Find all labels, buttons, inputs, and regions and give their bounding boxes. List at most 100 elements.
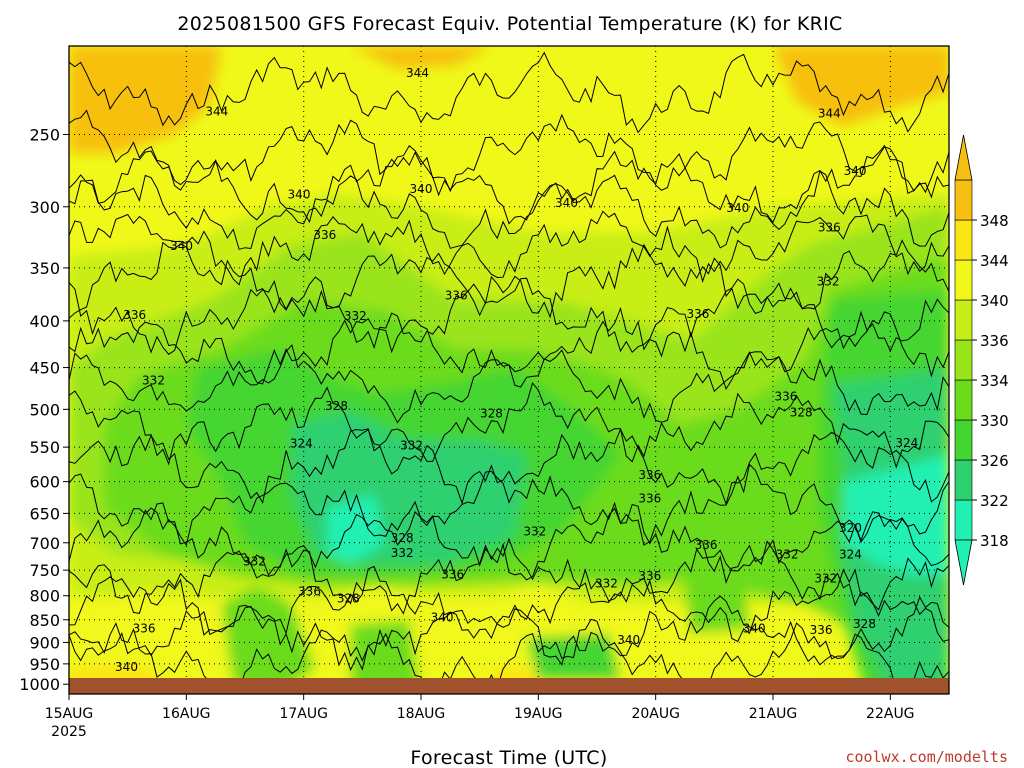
contour-label: 320 — [839, 521, 862, 535]
field-region — [773, 46, 949, 127]
x-axis-title: Forecast Time (UTC) — [410, 747, 607, 768]
contour-line — [69, 170, 949, 250]
contour-label: 340 — [617, 633, 640, 647]
contour-label: 340 — [726, 201, 749, 215]
contour-label: 332 — [523, 524, 546, 538]
contour-label: 324 — [895, 436, 918, 450]
contour-label: 340 — [844, 164, 867, 178]
x-tick-label: 17AUG — [279, 706, 328, 722]
plot-area: 344 344 344 340 340 340 340 340 340 336 336 336 336 3… — [69, 46, 949, 694]
colorbar-swatch — [954, 379, 973, 421]
contour-label: 336 — [313, 228, 336, 242]
colorbar-label: 344 — [980, 252, 1009, 270]
contour-label: 328 — [337, 592, 360, 606]
ground-band — [69, 678, 949, 694]
contour-label: 332 — [814, 572, 837, 586]
contour-label: 332 — [142, 374, 165, 388]
y-tick-label: 500 — [29, 400, 60, 419]
colorbar-bottom-arrow — [954, 539, 973, 586]
y-tick-label: 700 — [29, 534, 60, 553]
contour-label: 332 — [344, 309, 367, 323]
y-tick-label: 350 — [29, 259, 60, 278]
contour-label: 336 — [445, 288, 468, 302]
colorbar-swatch — [954, 339, 973, 381]
x-tick-label: 21AUG — [749, 706, 798, 722]
contour-label: 344 — [818, 106, 841, 120]
contour-label: 332 — [817, 274, 840, 288]
contour-label: 336 — [810, 623, 833, 637]
y-tick-label: 300 — [29, 198, 60, 217]
x-tick-label: 15AUG — [45, 706, 94, 722]
x-tick-label: 22AUG — [866, 706, 915, 722]
contour-line — [69, 428, 949, 506]
colorbar-swatch — [954, 219, 973, 261]
field-region — [679, 537, 750, 634]
theta-e-field — [69, 46, 949, 694]
colorbar-swatch — [954, 499, 973, 541]
colorbar-label: 318 — [980, 532, 1009, 550]
contour-label: 336 — [818, 220, 841, 234]
colorbar-label: 322 — [980, 492, 1009, 510]
contour-line — [69, 595, 949, 672]
contour-line — [69, 144, 949, 225]
contour-line — [69, 463, 949, 547]
y-tick-label: 800 — [29, 587, 60, 606]
contour-label: 328 — [790, 406, 813, 420]
contour-label: 332 — [243, 555, 266, 569]
colorbar-swatch — [954, 419, 973, 461]
colorbar-label: 330 — [980, 412, 1009, 430]
contour-line — [69, 344, 949, 424]
contour-label: 340 — [555, 196, 578, 210]
field-region — [327, 494, 386, 565]
colorbar-swatch — [954, 259, 973, 301]
contour-label: 344 — [205, 105, 228, 119]
contour-label: 336 — [123, 308, 146, 322]
contour-label: 336 — [638, 492, 661, 506]
contour-label: 328 — [325, 399, 348, 413]
x-tick-label: 16AUG — [162, 706, 211, 722]
contour-line — [69, 502, 949, 584]
credit-text: coolwx.com/modelts — [845, 748, 1008, 766]
contour-label: 336 — [774, 390, 797, 404]
y-tick-label: 1000 — [19, 675, 60, 694]
contour-label: 340 — [170, 239, 193, 253]
contour-label: 332 — [391, 546, 414, 560]
x-tick-label: 20AUG — [631, 706, 680, 722]
contour-line — [69, 210, 949, 286]
contour-label: 344 — [406, 66, 429, 80]
contour-label: 336 — [441, 567, 464, 581]
x-axis: 15AUG 16AUG 17AUG 18AUG 19AUG 20AUG 21AUG 22AUG — [45, 694, 915, 722]
colorbar-swatch — [954, 299, 973, 341]
contour-label: 332 — [595, 577, 618, 591]
contour-label: 336 — [298, 585, 321, 599]
y-tick-label: 450 — [29, 359, 60, 378]
field-region — [350, 46, 492, 70]
contour-label: 332 — [776, 548, 799, 562]
y-tick-label: 750 — [29, 561, 60, 580]
y-tick-label: 600 — [29, 473, 60, 492]
contour-label: 340 — [431, 610, 454, 624]
contour-label: 340 — [410, 182, 433, 196]
contour-line — [69, 565, 949, 643]
contour-label: 336 — [695, 538, 718, 552]
colorbar-swatch — [954, 179, 973, 221]
contour-line — [69, 537, 949, 615]
y-tick-label: 250 — [29, 126, 60, 145]
contour-labels: 344 344 344 340 340 340 340 340 340 336 336 336 336 3… — [115, 66, 918, 674]
x-year-label: 2025 — [51, 724, 87, 740]
y-tick-label: 550 — [29, 438, 60, 457]
y-tick-label: 900 — [29, 633, 60, 652]
colorbar-label: 334 — [980, 372, 1009, 390]
contour-label: 328 — [391, 531, 414, 545]
contour-label: 336 — [133, 622, 156, 636]
field-region — [69, 46, 222, 154]
contour-label: 324 — [839, 548, 862, 562]
contour-label: 336 — [638, 468, 661, 482]
y-tick-label: 650 — [29, 504, 60, 523]
colorbar: 318 322 326 330 334 336 340 344 348 — [954, 134, 1009, 586]
plot-frame — [68, 45, 950, 695]
y-tick-label: 950 — [29, 655, 60, 674]
contour-line — [69, 277, 949, 355]
contour-label: 340 — [115, 660, 138, 674]
